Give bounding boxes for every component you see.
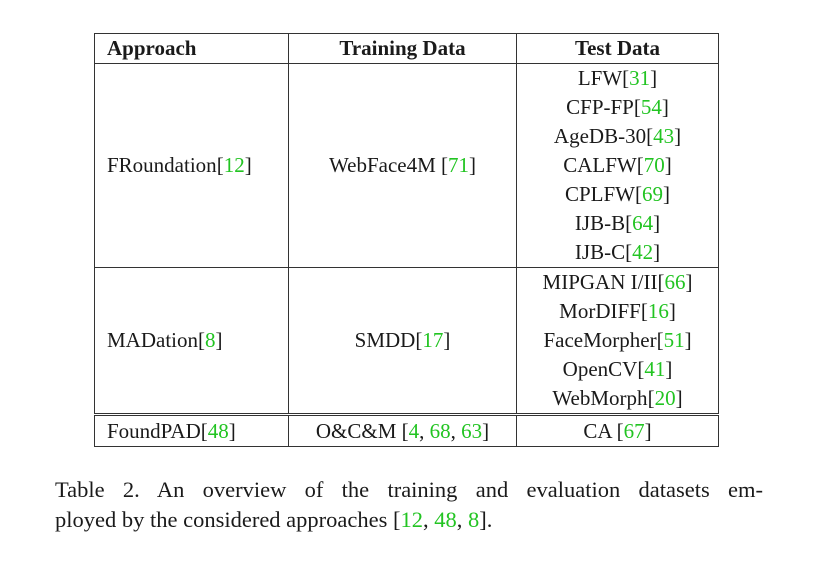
citation-link[interactable]: 70 xyxy=(643,153,665,177)
citation-link[interactable]: 66 xyxy=(664,270,686,294)
test-dataset: CALFW[70] xyxy=(563,153,672,177)
entry-name: AgeDB-30 xyxy=(553,124,647,148)
citation-link[interactable]: 48 xyxy=(434,507,457,532)
entry-name: WebFace4M xyxy=(328,153,442,177)
test-data-cell: CA [67] xyxy=(516,413,719,447)
entry-name: FaceMorpher xyxy=(543,328,657,352)
table-row: FRoundation[12] WebFace4M [71] LFW[31] CFP-… xyxy=(94,63,719,268)
entry-name: MorDIFF xyxy=(559,299,641,323)
training-data-cell: WebFace4M [71] xyxy=(288,63,517,268)
entry-name: CA xyxy=(583,418,617,443)
entry-name: CFP-FP xyxy=(566,95,634,119)
citation-link[interactable]: 8 xyxy=(205,328,216,352)
citation-link[interactable]: 4 xyxy=(408,418,420,443)
header-training-data: Training Data xyxy=(288,33,517,64)
test-data-cell: LFW[31] CFP-FP[54] AgeDB-30[43] CALFW[70] CP… xyxy=(516,63,719,268)
entry-name: LFW xyxy=(577,66,623,90)
test-dataset: OpenCV[41] xyxy=(562,357,673,381)
entry-name: CALFW xyxy=(563,153,637,177)
test-dataset: IJB-B[64] xyxy=(574,211,661,235)
citation-link[interactable]: 12 xyxy=(223,153,245,177)
citation-link[interactable]: 20 xyxy=(654,386,676,410)
approach-cell: FRoundation[12] xyxy=(94,63,289,268)
entry-name: IJB-C xyxy=(574,240,626,264)
training-data-cell: O&C&M [4, 68, 63] xyxy=(288,413,517,447)
test-dataset: WebMorph[20] xyxy=(552,386,683,410)
approach-cell: MADation[8] xyxy=(94,267,289,415)
entry-name: WebMorph xyxy=(552,386,648,410)
test-dataset: IJB-C[42] xyxy=(574,240,661,264)
entry-name: FRoundation xyxy=(107,153,217,177)
citation-link[interactable]: 8 xyxy=(468,507,480,532)
header-test-data: Test Data xyxy=(516,33,719,64)
test-dataset: FaceMorpher[51] xyxy=(543,328,692,352)
test-dataset: MIPGAN I/II[66] xyxy=(542,270,693,294)
entry-name: MIPGAN I/II xyxy=(542,270,658,294)
citation-link[interactable]: 64 xyxy=(632,211,654,235)
entry-name: CPLFW xyxy=(564,182,635,206)
citation-link[interactable]: 51 xyxy=(663,328,685,352)
test-data-cell: MIPGAN I/II[66] MorDIFF[16] FaceMorpher[51… xyxy=(516,267,719,415)
entry-name: SMDD xyxy=(354,328,416,352)
citation-link[interactable]: 43 xyxy=(653,124,675,148)
entry-name: FoundPAD xyxy=(107,418,201,443)
citation-link[interactable]: 67 xyxy=(623,418,645,443)
header-row: Approach Training Data Test Data xyxy=(94,33,719,64)
citation-link[interactable]: 17 xyxy=(422,328,444,352)
citation-link[interactable]: 54 xyxy=(640,95,662,119)
test-dataset: MorDIFF[16] xyxy=(559,299,676,323)
header-approach: Approach xyxy=(94,33,289,64)
training-data-cell: SMDD[17] xyxy=(288,267,517,415)
entry-name: O&C&M xyxy=(315,418,402,443)
citation-link[interactable]: 71 xyxy=(448,153,470,177)
approach-cell: FoundPAD[48] xyxy=(94,413,289,447)
entry-name: OpenCV xyxy=(562,357,638,381)
citation-link[interactable]: 68 xyxy=(429,418,451,443)
test-dataset: AgeDB-30[43] xyxy=(553,124,682,148)
citation-link[interactable]: 42 xyxy=(632,240,654,264)
citation-link[interactable]: 16 xyxy=(647,299,669,323)
citation-link[interactable]: 48 xyxy=(207,418,229,443)
table-row: MADation[8] SMDD[17] MIPGAN I/II[66] MorDIF… xyxy=(94,267,719,415)
test-dataset: LFW[31] xyxy=(577,66,658,90)
citation-link[interactable]: 12 xyxy=(400,507,424,532)
caption-line-1: Table 2. An overview of the training and… xyxy=(55,477,763,502)
test-dataset: CFP-FP[54] xyxy=(566,95,669,119)
caption-line-2: ployed by the considered approaches [12,… xyxy=(55,507,493,532)
table-row: FoundPAD[48] O&C&M [4, 68, 63] CA [67] xyxy=(94,413,719,447)
entry-name: ployed by the considered approaches xyxy=(55,507,394,532)
entry-name: IJB-B xyxy=(574,211,626,235)
citation-link[interactable]: 41 xyxy=(644,357,666,381)
citation-link[interactable]: 31 xyxy=(629,66,651,90)
test-dataset: CPLFW[69] xyxy=(564,182,670,206)
entry-name: MADation xyxy=(107,328,198,352)
citation-link[interactable]: 63 xyxy=(461,418,483,443)
datasets-table: Approach Training Data Test Data FRounda… xyxy=(94,33,719,447)
citation-link[interactable]: 69 xyxy=(642,182,663,206)
test-dataset: CA [67] xyxy=(583,418,652,443)
